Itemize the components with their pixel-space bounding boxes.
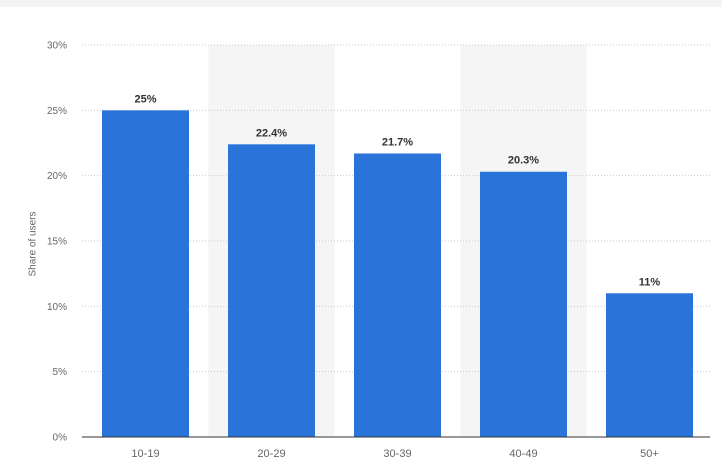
y-tick-label: 30% xyxy=(47,41,67,52)
y-tick-label: 0% xyxy=(53,433,68,444)
data-labels: 25% 22.4% 21.7% 20.3% 11% xyxy=(134,93,660,288)
bar-10-19 xyxy=(102,110,189,437)
data-label: 11% xyxy=(639,276,661,288)
y-tick-label: 15% xyxy=(47,237,67,248)
y-axis-ticks: 0% 5% 10% 15% 20% 25% 30% xyxy=(47,41,67,444)
bar-50+ xyxy=(606,293,693,437)
bars xyxy=(102,110,693,437)
y-tick-label: 20% xyxy=(47,171,67,182)
top-strip xyxy=(0,0,722,7)
bar-20-29 xyxy=(228,144,315,437)
x-tick-label: 50+ xyxy=(640,448,659,460)
bar-40-49 xyxy=(480,171,567,437)
y-tick-label: 25% xyxy=(47,106,67,117)
x-tick-label: 30-39 xyxy=(383,448,411,460)
x-tick-label: 20-29 xyxy=(257,448,285,460)
y-tick-label: 5% xyxy=(53,367,68,378)
data-label: 25% xyxy=(134,93,156,105)
y-tick-label: 10% xyxy=(47,302,67,313)
data-label: 21.7% xyxy=(382,136,413,148)
data-label: 22.4% xyxy=(256,127,287,139)
y-axis-label: Share of users xyxy=(27,211,39,277)
data-label: 20.3% xyxy=(508,155,539,167)
x-tick-label: 10-19 xyxy=(131,448,159,460)
bar-30-39 xyxy=(354,153,441,437)
x-tick-label: 40-49 xyxy=(509,448,537,460)
x-axis-ticks: 10-19 20-29 30-39 40-49 50+ xyxy=(131,448,658,460)
